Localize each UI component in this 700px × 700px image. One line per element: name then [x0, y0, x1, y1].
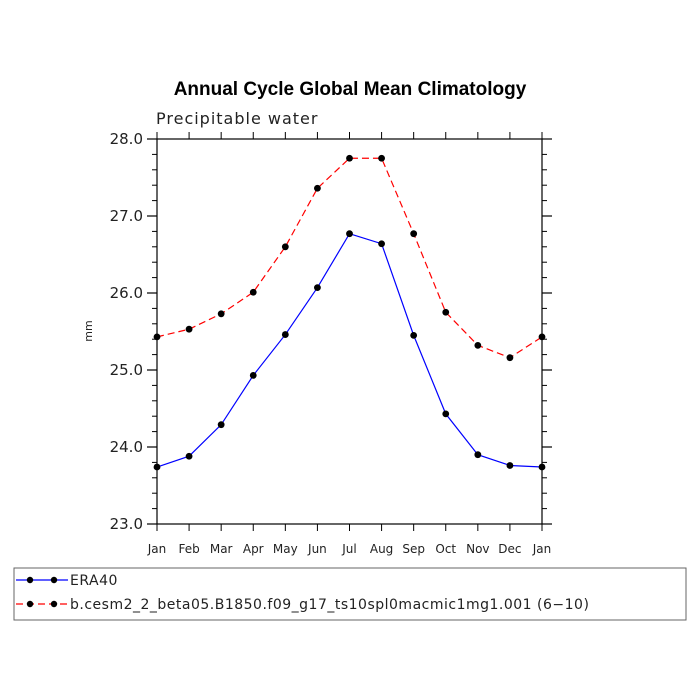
minor-ticks — [152, 138, 547, 525]
x-tick-label: Dec — [498, 542, 521, 556]
series-2-point — [538, 333, 546, 341]
series-2-point — [314, 184, 321, 192]
series-2-point — [378, 154, 385, 162]
series-1-point — [314, 284, 321, 292]
legend: ERA40 b.cesm2_2_beta05.B1850.f09_g17_ts10… — [13, 567, 687, 621]
y-tick-label: 28.0 — [110, 130, 143, 148]
x-tick-label: Jul — [341, 542, 356, 556]
x-tick-label: Oct — [435, 542, 456, 556]
series-2-point — [281, 243, 289, 251]
series-1-point — [249, 371, 257, 379]
series-2-point — [217, 310, 225, 318]
series-layer — [153, 154, 546, 471]
chart-subtitle: Precipitable water — [156, 109, 318, 128]
series-1-point — [217, 421, 225, 429]
series-2-point — [442, 308, 450, 316]
series-2-point — [506, 354, 514, 362]
series-1-point — [442, 410, 450, 418]
y-axis-label: mm — [82, 320, 95, 341]
x-tick-label: Jan — [147, 542, 167, 556]
series-line-1 — [156, 232, 543, 468]
x-tick-label: May — [273, 542, 298, 556]
y-axis-ticks: 23.0 24.0 25.0 26.0 27.0 28.0 — [110, 130, 552, 533]
x-axis-ticks: Jan Feb Mar Apr May Jun Jul Aug Sep Oct Nov Dec Jan — [147, 132, 552, 556]
series-2-point — [185, 325, 193, 333]
series-2-point — [153, 333, 161, 341]
x-tick-label: Mar — [210, 542, 233, 556]
x-tick-label: Nov — [466, 542, 489, 556]
x-tick-label: Jun — [307, 542, 327, 556]
legend-marker — [26, 600, 34, 608]
y-tick-label: 24.0 — [110, 438, 143, 456]
series-1-point — [378, 240, 385, 248]
legend-label-2: b.cesm2_2_beta05.B1850.f09_g17_ts10spl0m… — [70, 597, 589, 613]
series-2-point — [346, 154, 353, 162]
x-tick-label: Sep — [402, 542, 425, 556]
y-tick-label: 26.0 — [110, 284, 143, 302]
y-tick-label: 23.0 — [110, 515, 143, 533]
series-1-point — [281, 331, 289, 338]
series-line-2 — [156, 157, 543, 359]
x-tick-label: Feb — [178, 542, 199, 556]
series-1-point — [506, 462, 514, 469]
y-tick-label: 25.0 — [110, 361, 143, 379]
y-tick-label: 27.0 — [110, 207, 143, 225]
series-1-point — [185, 452, 193, 460]
legend-marker — [50, 600, 58, 608]
legend-marker — [50, 576, 58, 584]
plot-frame — [156, 138, 543, 525]
legend-box — [13, 567, 687, 621]
x-tick-label: Jan — [532, 542, 552, 556]
series-2-point — [474, 341, 482, 349]
series-1-point — [346, 230, 353, 238]
chart-title: Annual Cycle Global Mean Climatology — [174, 79, 527, 100]
x-tick-label: Apr — [243, 542, 264, 556]
series-1-point — [538, 463, 546, 471]
x-tick-label: Aug — [370, 542, 393, 556]
legend-marker — [26, 576, 34, 584]
series-2-point — [249, 288, 257, 296]
series-1-point — [410, 331, 418, 339]
series-1-point — [153, 463, 161, 471]
series-2-point — [410, 230, 418, 238]
legend-label-1: ERA40 — [70, 573, 118, 589]
series-1-point — [474, 451, 482, 459]
